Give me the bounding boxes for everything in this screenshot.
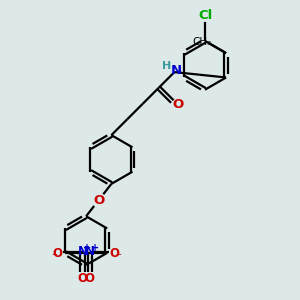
Text: O: O (109, 247, 119, 260)
Text: O: O (172, 98, 183, 111)
Text: N: N (85, 245, 95, 258)
Text: +: + (83, 243, 91, 253)
Text: O: O (85, 272, 95, 285)
Text: O: O (53, 247, 63, 260)
Text: ⁻: ⁻ (115, 252, 121, 262)
Text: +: + (91, 243, 99, 253)
Text: O: O (93, 194, 104, 207)
Text: Cl: Cl (199, 9, 213, 22)
Text: ⁻: ⁻ (51, 252, 57, 262)
Text: H: H (162, 61, 172, 70)
Text: N: N (170, 64, 182, 77)
Text: CH₃: CH₃ (192, 37, 212, 47)
Text: N: N (77, 245, 88, 258)
Text: O: O (77, 272, 88, 285)
